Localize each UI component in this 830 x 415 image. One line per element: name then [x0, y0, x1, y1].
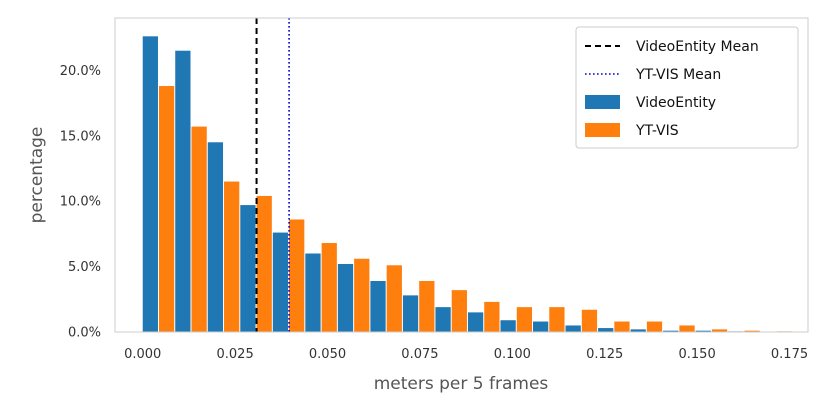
x-tick-label: 0.125 — [586, 347, 623, 362]
y-tick-label: 15.0% — [60, 129, 101, 144]
bar-videoentity-13 — [565, 325, 581, 332]
bar-yt-vis-1 — [191, 126, 207, 332]
bar-videoentity-6 — [337, 263, 354, 332]
bars-layer — [142, 36, 793, 333]
legend: VideoEntity Mean YT-VIS Mean VideoEntity YT… — [575, 26, 799, 149]
bar-videoentity-4 — [272, 232, 289, 332]
legend-label: YT-VIS — [635, 123, 679, 139]
bar-yt-vis-0 — [158, 86, 175, 332]
legend-box — [575, 26, 799, 149]
bar-videoentity-8 — [402, 295, 419, 332]
bar-yt-vis-18 — [744, 330, 760, 332]
bar-yt-vis-14 — [614, 321, 630, 332]
bar-videoentity-17 — [695, 330, 711, 332]
x-tick-label: 0.100 — [494, 347, 531, 362]
mean-lines-layer — [255, 18, 290, 332]
bar-yt-vis-13 — [581, 309, 598, 332]
x-tick-label: 0.050 — [309, 347, 346, 362]
legend-label: VideoEntity Mean — [636, 39, 759, 55]
y-tick-label: 10.0% — [60, 195, 101, 210]
x-axis-label: meters per 5 frames — [374, 374, 549, 394]
bar-videoentity-9 — [435, 307, 451, 332]
bar-videoentity-14 — [598, 328, 614, 332]
legend-swatch — [585, 95, 620, 109]
bar-yt-vis-6 — [354, 258, 370, 332]
legend-label: VideoEntity — [636, 95, 716, 111]
bar-yt-vis-7 — [386, 265, 402, 332]
x-tick-label: 0.150 — [679, 347, 716, 362]
legend-label: YT-VIS Mean — [635, 67, 721, 83]
bar-videoentity-3 — [240, 205, 256, 332]
bar-videoentity-2 — [207, 142, 224, 332]
bar-yt-vis-10 — [484, 301, 500, 332]
x-tick-label: 0.000 — [124, 347, 161, 362]
bar-videoentity-15 — [630, 329, 646, 332]
bar-videoentity-1 — [175, 50, 191, 333]
y-axis-label: percentage — [27, 127, 47, 224]
plot-frame — [114, 17, 809, 333]
bar-yt-vis-15 — [646, 321, 663, 332]
bar-yt-vis-8 — [419, 280, 435, 332]
y-tick-label: 5.0% — [68, 260, 101, 275]
x-tick-label: 0.025 — [217, 347, 254, 362]
bar-yt-vis-2 — [224, 181, 240, 332]
bar-yt-vis-4 — [289, 219, 305, 332]
bar-videoentity-0 — [142, 36, 158, 332]
x-tick-label: 0.175 — [771, 347, 808, 362]
y-tick-label: 20.0% — [60, 64, 101, 79]
x-tick-label: 0.075 — [401, 347, 438, 362]
bar-videoentity-7 — [370, 280, 386, 332]
y-tick-label: 0.0% — [68, 326, 101, 341]
bar-yt-vis-3 — [256, 195, 272, 332]
bar-videoentity-16 — [663, 330, 679, 332]
y-axis: 0.0% 5.0% 10.0% 15.0% 20.0% — [60, 64, 101, 341]
bar-videoentity-12 — [533, 321, 549, 332]
bar-videoentity-5 — [305, 253, 321, 332]
bar-yt-vis-11 — [516, 307, 533, 332]
x-axis: 0.000 0.025 0.050 0.075 0.100 0.125 0.150 0.175 — [124, 347, 808, 362]
bar-yt-vis-5 — [321, 243, 337, 332]
bar-yt-vis-16 — [679, 325, 695, 332]
bar-yt-vis-12 — [549, 307, 565, 332]
bar-yt-vis-9 — [451, 290, 467, 332]
legend-swatch — [585, 123, 620, 137]
bar-videoentity-10 — [467, 312, 484, 333]
bar-videoentity-11 — [500, 320, 516, 332]
bar-yt-vis-17 — [711, 329, 728, 332]
